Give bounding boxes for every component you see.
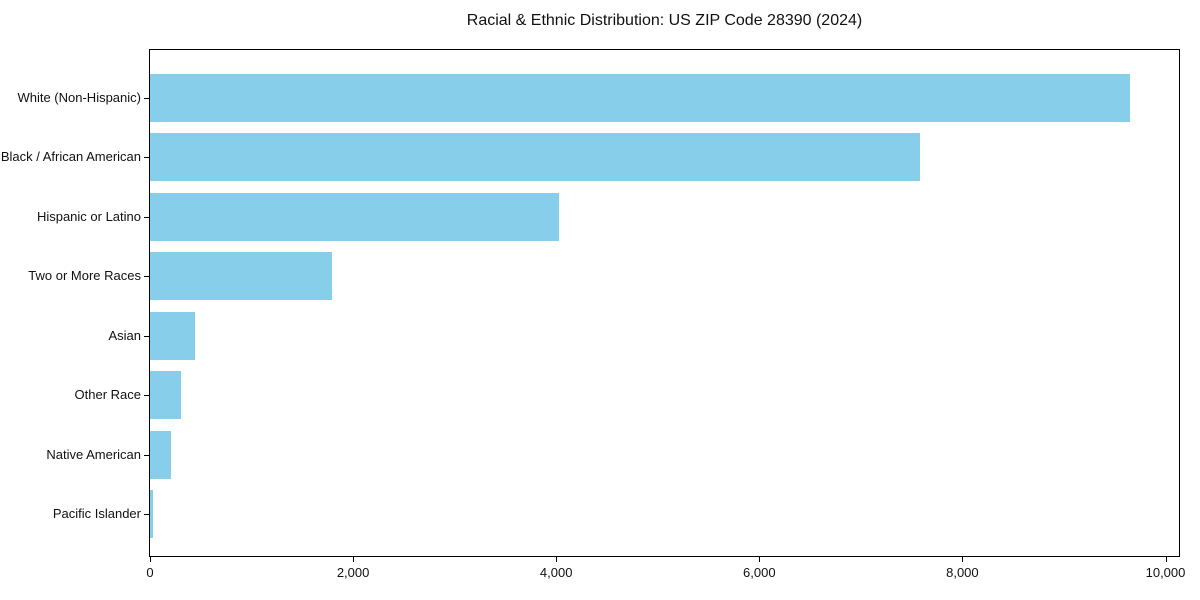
y-tick-label: Pacific Islander [52,506,141,521]
x-tick-label: 6,000 [743,565,776,580]
y-tick [144,276,150,278]
bar [150,490,153,538]
y-tick-label: White (Non-Hispanic) [17,90,141,105]
y-tick [144,335,150,337]
x-tick-label: 4,000 [539,565,573,580]
bar [150,133,920,182]
y-tick [144,216,150,218]
bar [150,430,171,479]
x-tick-label: 0 [146,565,154,580]
x-tick [759,557,761,562]
bar [150,252,332,301]
x-tick [1165,557,1167,562]
plot-area [149,49,1180,557]
y-tick-label: Hispanic or Latino [36,208,141,224]
x-tick-label: 2,000 [336,565,370,580]
bar [150,74,1130,122]
y-tick-label: Two or More Races [28,268,141,284]
y-tick-label: Native American [46,446,141,462]
bar [150,311,195,360]
bar [150,192,560,241]
y-tick [144,157,150,159]
bar [150,371,181,420]
y-tick-label: Other Race [74,387,141,403]
y-tick-label: Asian [108,327,141,343]
x-tick-label: 10,000 [1145,565,1186,580]
x-tick [556,557,558,562]
chart-title: Racial & Ethnic Distribution: US ZIP Cod… [466,12,863,29]
x-tick [150,557,151,562]
y-tick [144,395,150,397]
y-tick [144,98,150,99]
x-tick [962,557,964,562]
y-tick [144,454,150,456]
y-tick-label: Black / African American [0,149,141,165]
x-tick-label: 8,000 [946,565,979,580]
x-tick [353,557,355,562]
y-tick [144,514,150,515]
